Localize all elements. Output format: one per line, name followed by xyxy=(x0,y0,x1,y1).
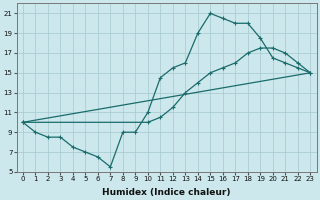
X-axis label: Humidex (Indice chaleur): Humidex (Indice chaleur) xyxy=(102,188,231,197)
